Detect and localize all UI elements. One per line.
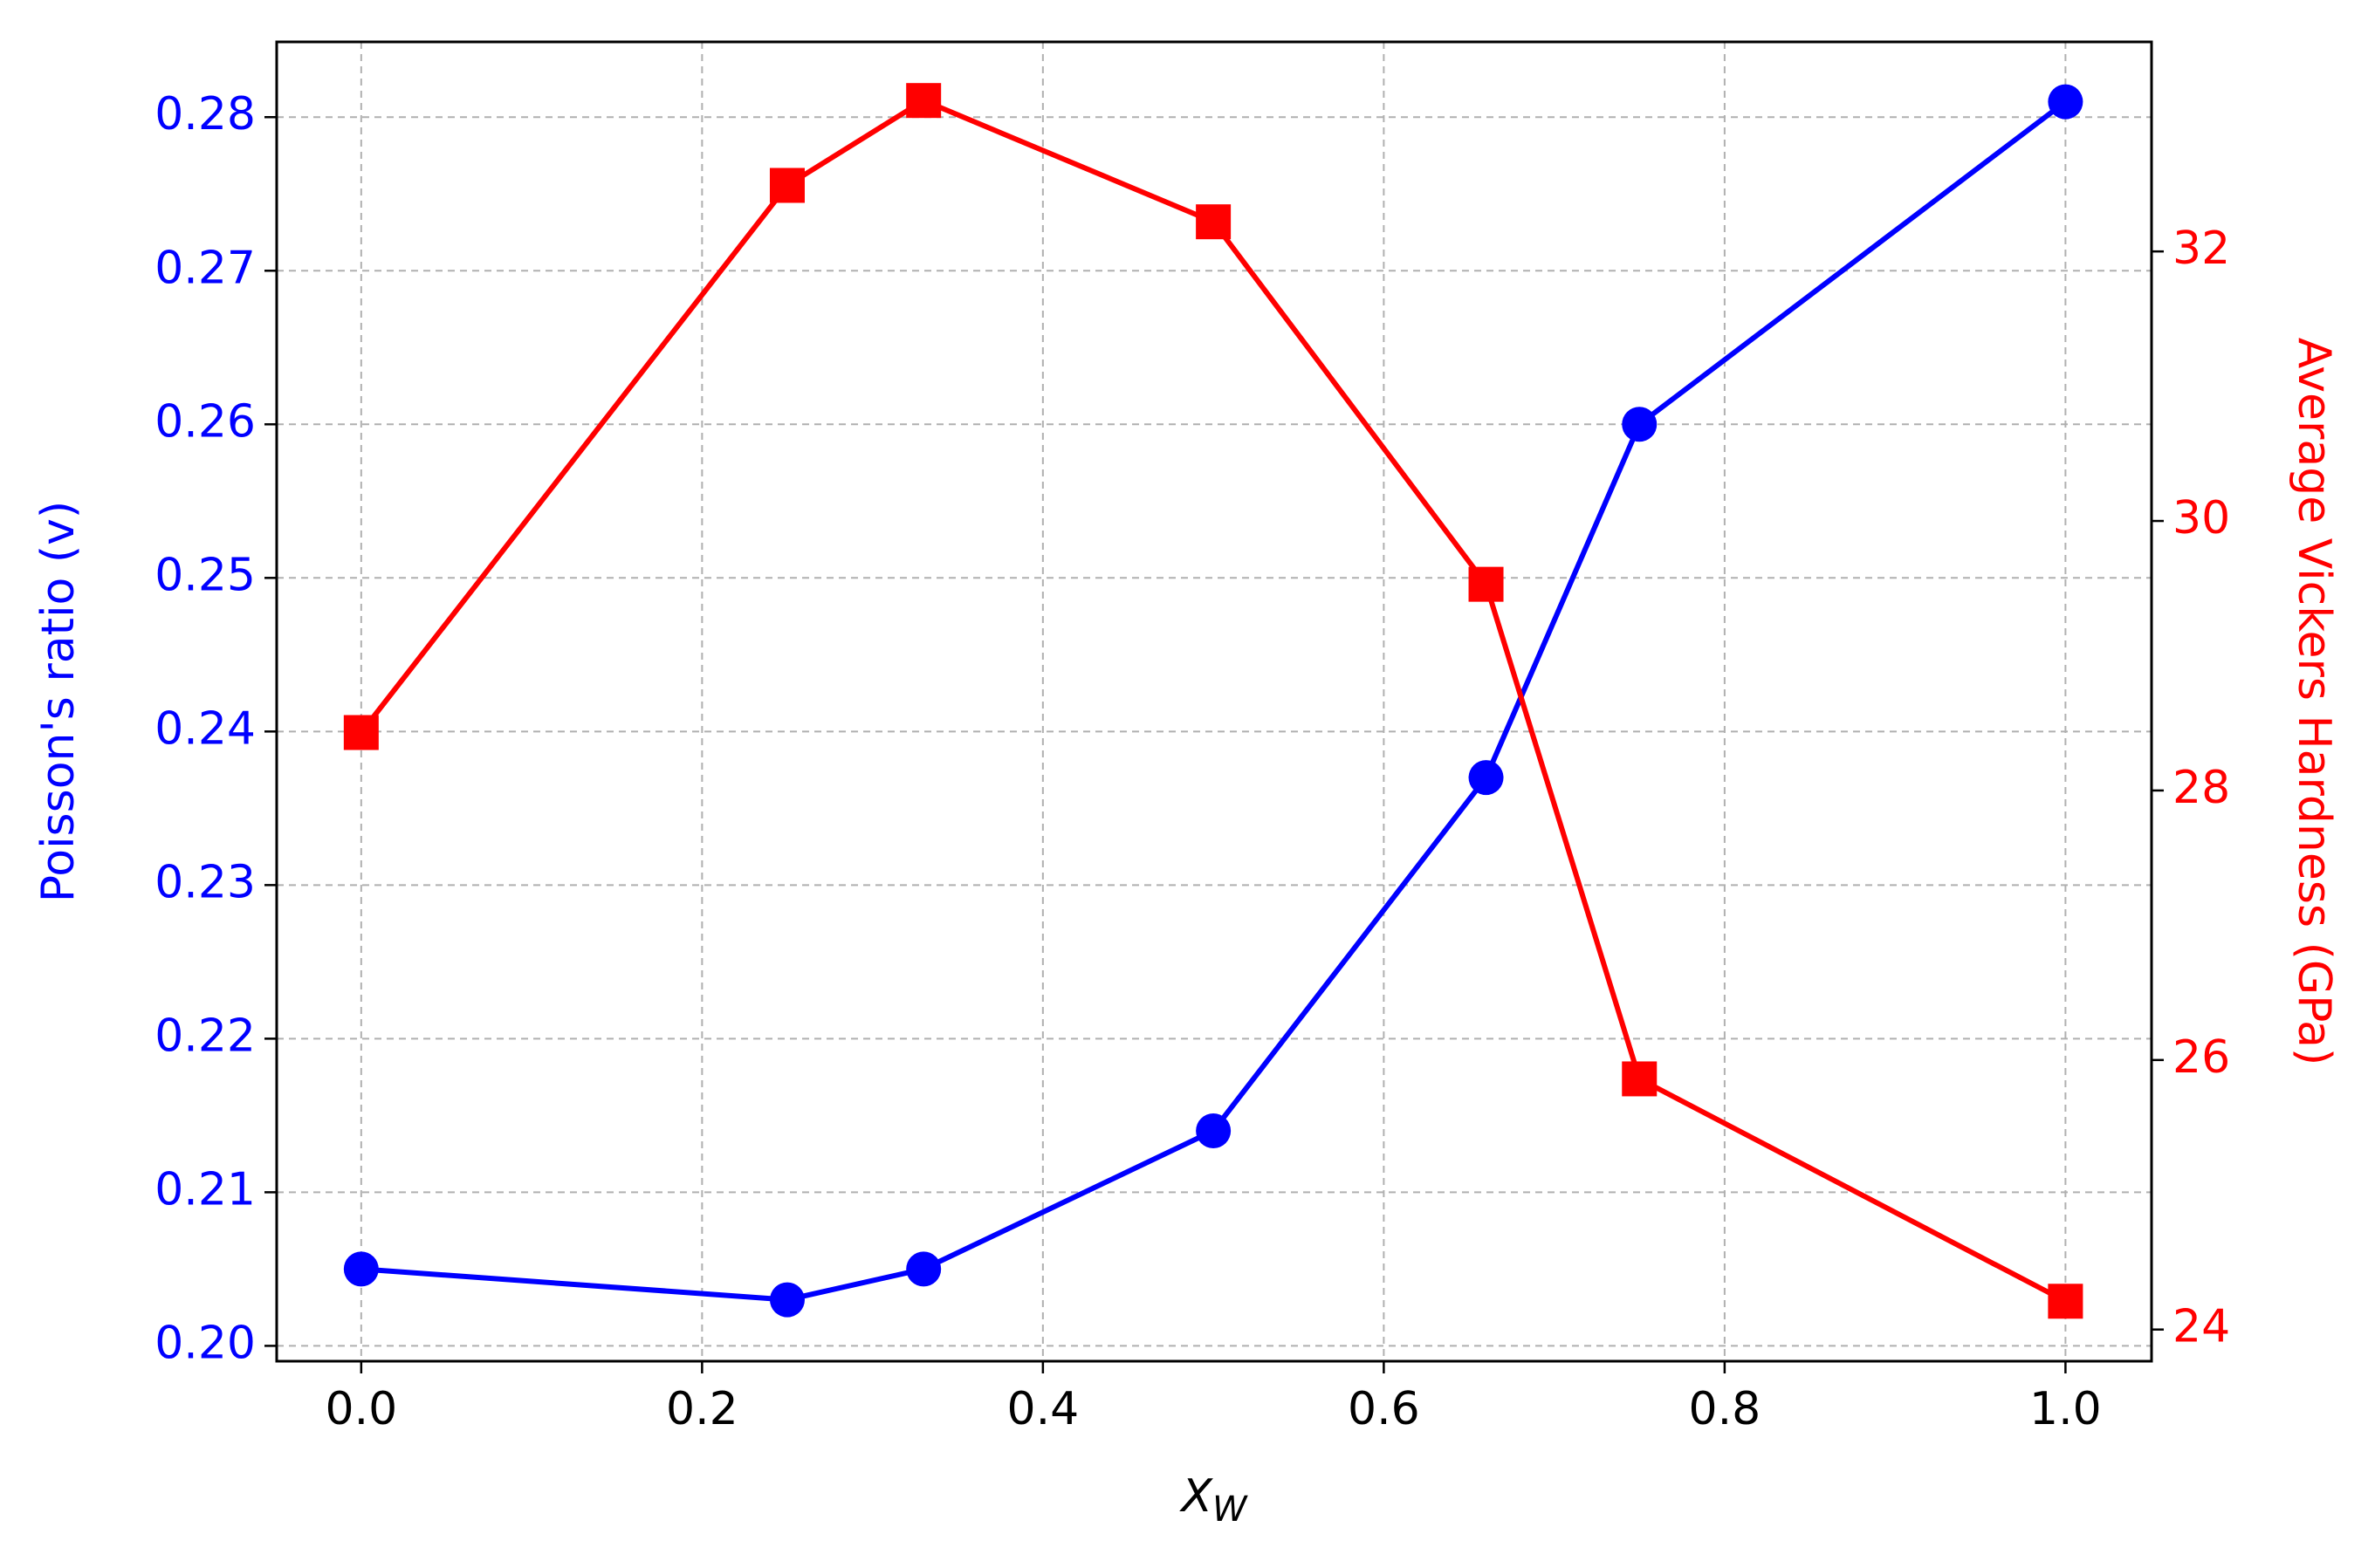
y-tick-label: 0.21 [154,1163,256,1215]
square-marker [1196,204,1232,240]
circle-marker [906,1251,942,1287]
circle-marker [2048,84,2083,120]
x-tick-label: 0.4 [1007,1383,1080,1435]
x-label-subscript: W [1212,1489,1248,1530]
x-tick-label: 0.6 [1348,1383,1420,1435]
square-marker [1468,566,1504,602]
y2-tick-label: 32 [2172,223,2230,275]
x-tick-label: 0.8 [1689,1383,1761,1435]
circle-marker [1622,407,1658,442]
square-marker [2048,1284,2083,1319]
square-marker [1622,1061,1658,1097]
y-tick-label: 0.25 [154,549,256,601]
x-tick-label: 0.0 [325,1383,397,1435]
circle-marker [1468,760,1504,796]
y-tick-label: 0.28 [154,88,256,140]
y2-tick-label: 30 [2172,492,2230,544]
square-marker [343,715,379,750]
y-tick-label: 0.23 [154,856,256,908]
square-marker [906,83,942,119]
x-tick-label: 1.0 [2029,1383,2102,1435]
x-label-main: X [1178,1470,1213,1523]
y-tick-label: 0.20 [154,1317,256,1369]
y-tick-label: 0.24 [154,702,256,755]
y-tick-label: 0.27 [154,242,256,294]
circle-marker [343,1251,379,1287]
y2-tick-label: 26 [2172,1031,2230,1084]
y2-tick-label: 24 [2172,1301,2230,1353]
y2-axis-label: Average Vickers Hardness (GPa) [2288,338,2340,1066]
x-axis-label: XW [1178,1470,1248,1530]
circle-marker [769,1282,805,1318]
plot-frame [275,40,2153,1363]
y-axis-label: Poisson's ratio (v) [32,501,85,902]
y-tick-label: 0.26 [154,395,256,448]
y-tick-label: 0.22 [154,1010,256,1062]
square-marker [769,168,805,203]
x-tick-label: 0.2 [666,1383,738,1435]
y2-tick-label: 28 [2172,762,2230,814]
circle-marker [1196,1113,1232,1148]
